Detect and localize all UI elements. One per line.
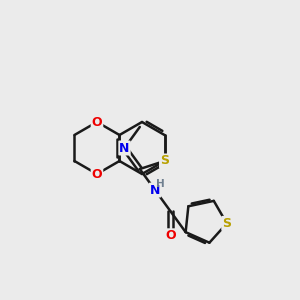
Text: O: O <box>92 116 102 128</box>
Text: N: N <box>119 142 130 154</box>
Text: H: H <box>156 179 164 189</box>
Text: S: S <box>160 154 169 167</box>
Text: N: N <box>150 184 160 196</box>
Text: O: O <box>92 167 102 181</box>
Text: O: O <box>165 229 176 242</box>
Text: S: S <box>222 217 231 230</box>
